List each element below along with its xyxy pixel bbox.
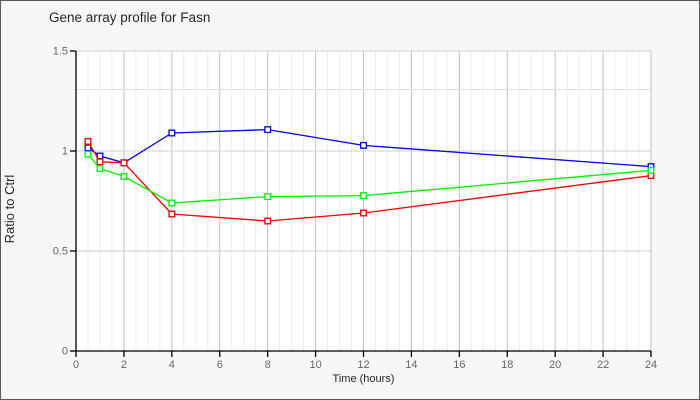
svg-text:10: 10 (309, 359, 321, 371)
svg-text:1.5: 1.5 (53, 46, 68, 58)
svg-text:18: 18 (501, 359, 513, 371)
svg-text:0.5: 0.5 (53, 246, 68, 258)
svg-text:20: 20 (549, 359, 561, 371)
svg-text:8: 8 (265, 359, 271, 371)
svg-text:24: 24 (645, 359, 657, 371)
svg-text:14: 14 (405, 359, 417, 371)
svg-text:0: 0 (73, 359, 79, 371)
svg-text:0: 0 (62, 346, 68, 358)
svg-text:16: 16 (453, 359, 465, 371)
svg-text:6: 6 (217, 359, 223, 371)
svg-text:22: 22 (597, 359, 609, 371)
svg-text:12: 12 (357, 359, 369, 371)
svg-text:2: 2 (121, 359, 127, 371)
svg-text:1: 1 (62, 146, 68, 158)
svg-text:4: 4 (169, 359, 175, 371)
